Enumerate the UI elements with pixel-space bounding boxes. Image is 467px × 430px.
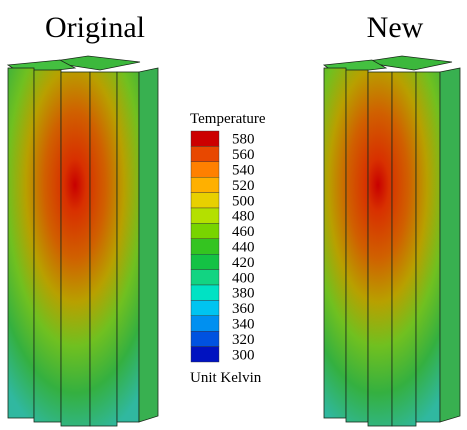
legend-swatch xyxy=(191,146,219,161)
legend-swatch xyxy=(191,162,219,177)
legend-label: 340 xyxy=(232,317,255,333)
legend-label: 400 xyxy=(232,270,255,286)
bundle-new xyxy=(324,56,460,426)
legend-label: 540 xyxy=(232,163,255,179)
legend-title: Temperature xyxy=(190,111,266,127)
panel-title: New xyxy=(367,11,424,44)
legend-swatch xyxy=(191,193,219,208)
legend-label: 440 xyxy=(232,240,255,256)
legend-swatch xyxy=(191,131,219,146)
legend-label: 580 xyxy=(232,132,255,148)
legend-swatch xyxy=(191,270,219,285)
legend-swatch xyxy=(191,254,219,269)
legend-swatch xyxy=(191,208,219,223)
figure: Original New Temperature Unit Kelvin 580… xyxy=(0,0,467,430)
legend-unit: Unit Kelvin xyxy=(190,370,262,386)
legend-swatch xyxy=(191,331,219,346)
legend-swatch xyxy=(191,177,219,192)
legend-swatch xyxy=(191,285,219,300)
legend-label: 300 xyxy=(232,347,255,363)
legend-label: 320 xyxy=(232,332,255,348)
legend-swatch xyxy=(191,316,219,331)
legend-swatch xyxy=(191,223,219,238)
legend-swatch xyxy=(191,239,219,254)
legend-label: 500 xyxy=(232,193,255,209)
legend-label: 420 xyxy=(232,255,255,271)
legend-label: 360 xyxy=(232,301,255,317)
bundle-original xyxy=(8,56,158,426)
legend-swatch xyxy=(191,300,219,315)
legend-label: 460 xyxy=(232,224,255,240)
legend-swatch xyxy=(191,347,219,362)
legend-label: 480 xyxy=(232,209,255,225)
legend-label: 380 xyxy=(232,286,255,302)
legend-label: 560 xyxy=(232,147,255,163)
panel-title: Original xyxy=(45,11,145,44)
legend-label: 520 xyxy=(232,178,255,194)
